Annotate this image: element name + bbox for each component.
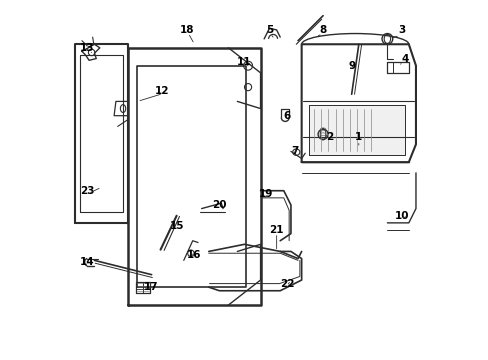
Text: 6: 6	[283, 111, 290, 121]
Text: 15: 15	[169, 221, 183, 231]
Text: 16: 16	[187, 250, 202, 260]
Text: 3: 3	[397, 25, 405, 35]
Polygon shape	[308, 105, 405, 155]
Text: 21: 21	[269, 225, 284, 235]
Text: 7: 7	[290, 147, 298, 157]
Text: 22: 22	[280, 279, 294, 289]
Text: 1: 1	[354, 132, 362, 142]
Text: 23: 23	[80, 186, 94, 196]
Text: 4: 4	[401, 54, 408, 64]
Text: 14: 14	[80, 257, 95, 267]
Text: 20: 20	[212, 200, 226, 210]
Text: 12: 12	[155, 86, 169, 96]
Text: 10: 10	[394, 211, 408, 221]
Text: 13: 13	[80, 43, 94, 53]
Text: 9: 9	[347, 61, 354, 71]
Text: 19: 19	[258, 189, 273, 199]
Text: 18: 18	[180, 25, 194, 35]
Text: 2: 2	[326, 132, 333, 142]
Text: 8: 8	[319, 25, 326, 35]
Text: 5: 5	[265, 25, 273, 35]
Text: 17: 17	[144, 282, 159, 292]
Text: 11: 11	[237, 57, 251, 67]
